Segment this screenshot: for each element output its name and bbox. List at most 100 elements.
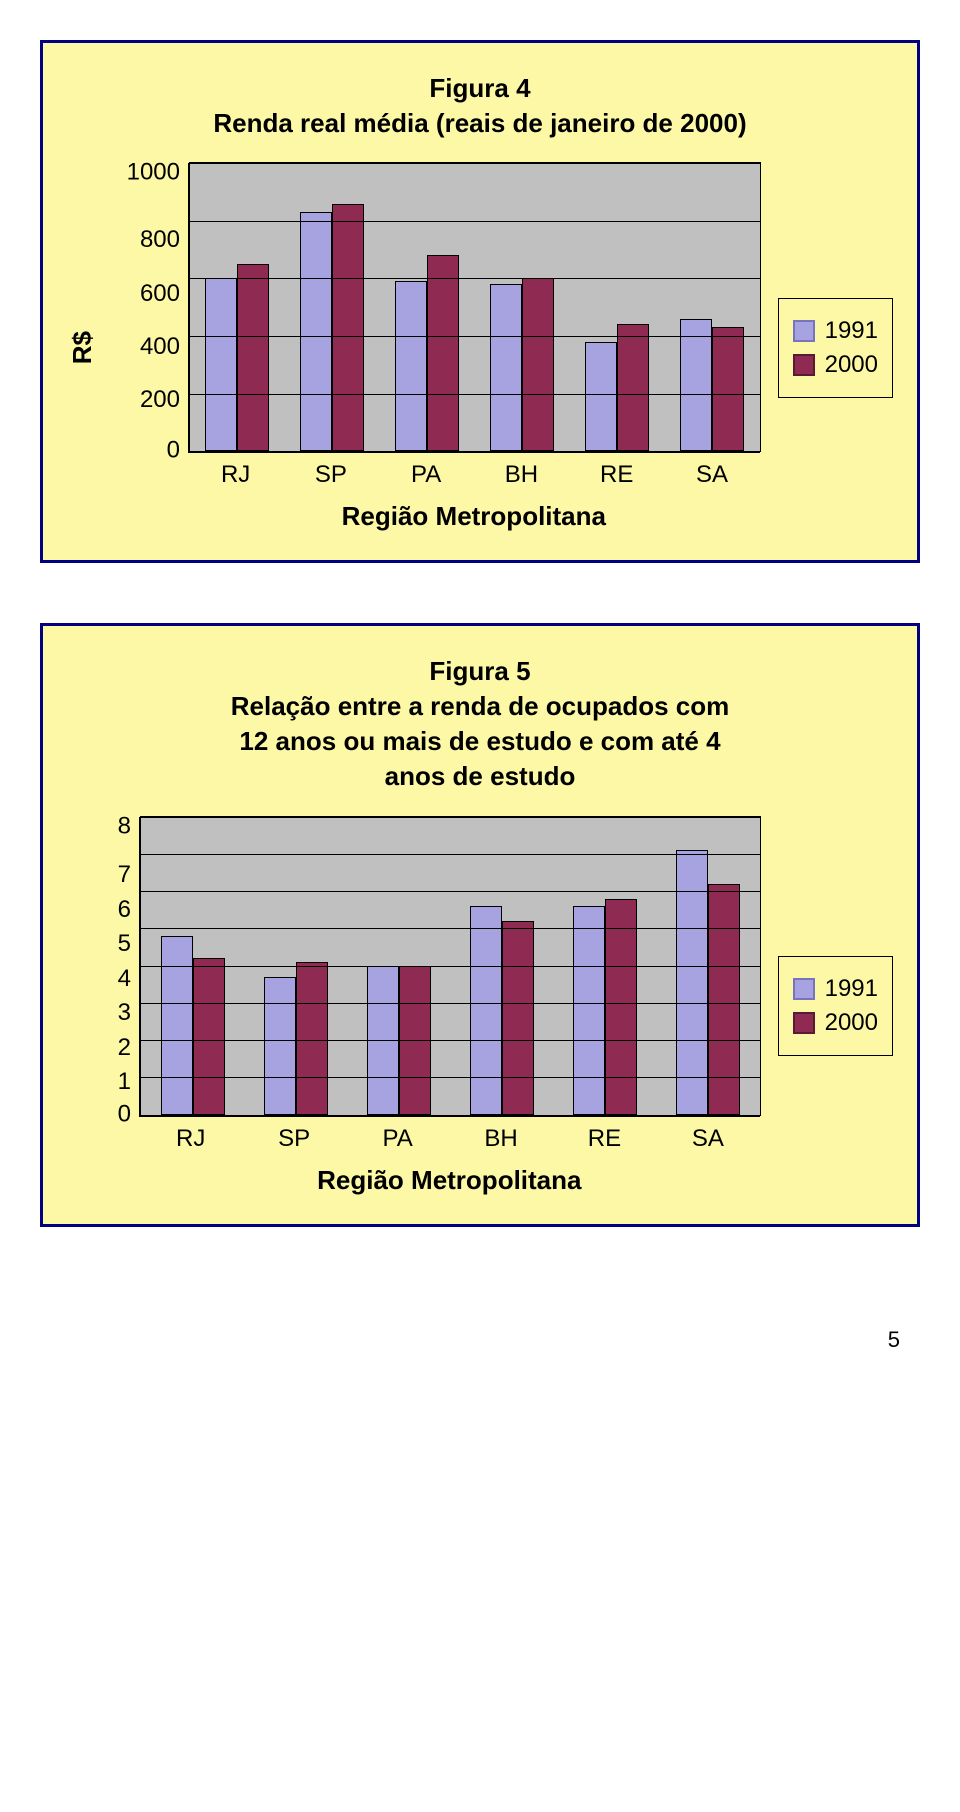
- bar: [680, 319, 712, 451]
- bar: [573, 906, 605, 1115]
- legend-label: 2000: [825, 1009, 878, 1037]
- gridline: [141, 817, 760, 818]
- figure4-bars: [190, 163, 760, 451]
- category-group: [380, 163, 475, 451]
- category-group: [665, 163, 760, 451]
- x-tick-label: RE: [553, 1125, 656, 1153]
- y-tick-label: 0: [116, 439, 180, 463]
- figure5-title-line4: anos de estudo: [385, 761, 576, 791]
- figure4-x-ticks: RJSPPABHRESA: [188, 461, 760, 489]
- gridline: [190, 394, 760, 395]
- bar: [676, 850, 708, 1114]
- legend-swatch: [793, 320, 815, 342]
- figure4-title: Figura 4 Renda real média (reais de jane…: [67, 71, 893, 141]
- bar: [237, 264, 269, 451]
- bar: [490, 284, 522, 451]
- bar: [712, 327, 744, 451]
- figure4-title-line2: Renda real média (reais de janeiro de 20…: [213, 108, 746, 138]
- bar: [470, 906, 502, 1115]
- x-tick-label: SA: [664, 461, 759, 489]
- y-tick-label: 1000: [116, 161, 180, 185]
- bar: [585, 342, 617, 451]
- y-tick-label: 400: [116, 335, 180, 359]
- y-tick-label: 7: [67, 863, 131, 887]
- x-tick-label: PA: [346, 1125, 449, 1153]
- figure5-title-line2: Relação entre a renda de ocupados com: [231, 691, 730, 721]
- bar: [617, 324, 649, 451]
- figure5-plot-area: [139, 817, 760, 1117]
- page-number: 5: [40, 1287, 920, 1353]
- bar: [708, 884, 740, 1115]
- legend-swatch: [793, 354, 815, 376]
- figure4-panel: Figura 4 Renda real média (reais de jane…: [40, 40, 920, 563]
- x-tick-label: RE: [569, 461, 664, 489]
- legend-label: 1991: [825, 317, 878, 345]
- bar: [300, 212, 332, 451]
- bar: [205, 278, 237, 451]
- y-tick-label: 5: [67, 932, 131, 956]
- figure5-title-line1: Figura 5: [429, 656, 530, 686]
- bar: [605, 899, 637, 1115]
- legend-item: 1991: [793, 975, 878, 1003]
- y-tick-label: 600: [116, 282, 180, 306]
- legend-item: 2000: [793, 351, 878, 379]
- gridline: [190, 278, 760, 279]
- figure4-y-ticks: 10008006004002000: [116, 163, 188, 453]
- legend-label: 1991: [825, 975, 878, 1003]
- figure5-panel: Figura 5 Relação entre a renda de ocupad…: [40, 623, 920, 1226]
- bar: [332, 204, 364, 452]
- gridline: [141, 891, 760, 892]
- legend-swatch: [793, 978, 815, 1000]
- x-tick-label: RJ: [188, 461, 283, 489]
- y-tick-label: 8: [67, 814, 131, 838]
- legend-item: 1991: [793, 317, 878, 345]
- bar: [161, 936, 193, 1115]
- x-tick-label: RJ: [139, 1125, 242, 1153]
- gridline: [141, 928, 760, 929]
- legend-swatch: [793, 1012, 815, 1034]
- gridline: [141, 1003, 760, 1004]
- figure5-legend: 1991 2000: [778, 956, 893, 1056]
- figure5-title: Figura 5 Relação entre a renda de ocupad…: [67, 654, 893, 794]
- figure4-x-label: Região Metropolitana: [188, 501, 760, 532]
- gridline: [141, 1040, 760, 1041]
- bar: [522, 278, 554, 451]
- bar: [193, 958, 225, 1114]
- x-tick-label: BH: [449, 1125, 552, 1153]
- figure4-plot-area: [188, 163, 760, 453]
- bar: [264, 977, 296, 1115]
- figure4-legend: 1991 2000: [778, 298, 893, 398]
- figure5-x-ticks: RJSPPABHRESA: [139, 1125, 760, 1153]
- category-group: [475, 163, 570, 451]
- x-tick-label: PA: [379, 461, 474, 489]
- y-tick-label: 200: [116, 388, 180, 412]
- y-tick-label: 6: [67, 898, 131, 922]
- y-tick-label: 4: [67, 967, 131, 991]
- legend-label: 2000: [825, 351, 878, 379]
- x-tick-label: SP: [242, 1125, 345, 1153]
- y-tick-label: 800: [116, 228, 180, 252]
- page: Figura 4 Renda real média (reais de jane…: [0, 0, 960, 1413]
- y-tick-label: 2: [67, 1036, 131, 1060]
- gridline: [190, 336, 760, 337]
- gridline: [190, 221, 760, 222]
- figure4-y-label: R$: [67, 331, 98, 364]
- gridline: [190, 163, 760, 164]
- x-tick-label: BH: [474, 461, 569, 489]
- gridline: [141, 1077, 760, 1078]
- y-tick-label: 3: [67, 1001, 131, 1025]
- x-tick-label: SA: [656, 1125, 759, 1153]
- y-tick-label: 1: [67, 1070, 131, 1094]
- bar: [502, 921, 534, 1115]
- figure5-title-line3: 12 anos ou mais de estudo e com até 4: [239, 726, 720, 756]
- category-group: [570, 163, 665, 451]
- figure5-y-ticks: 876543210: [67, 817, 139, 1117]
- gridline: [141, 966, 760, 967]
- y-tick-label: 0: [67, 1102, 131, 1126]
- category-group: [285, 163, 380, 451]
- bar: [395, 281, 427, 451]
- bar: [427, 255, 459, 451]
- bar: [296, 962, 328, 1115]
- gridline: [141, 854, 760, 855]
- figure5-x-label: Região Metropolitana: [139, 1165, 760, 1196]
